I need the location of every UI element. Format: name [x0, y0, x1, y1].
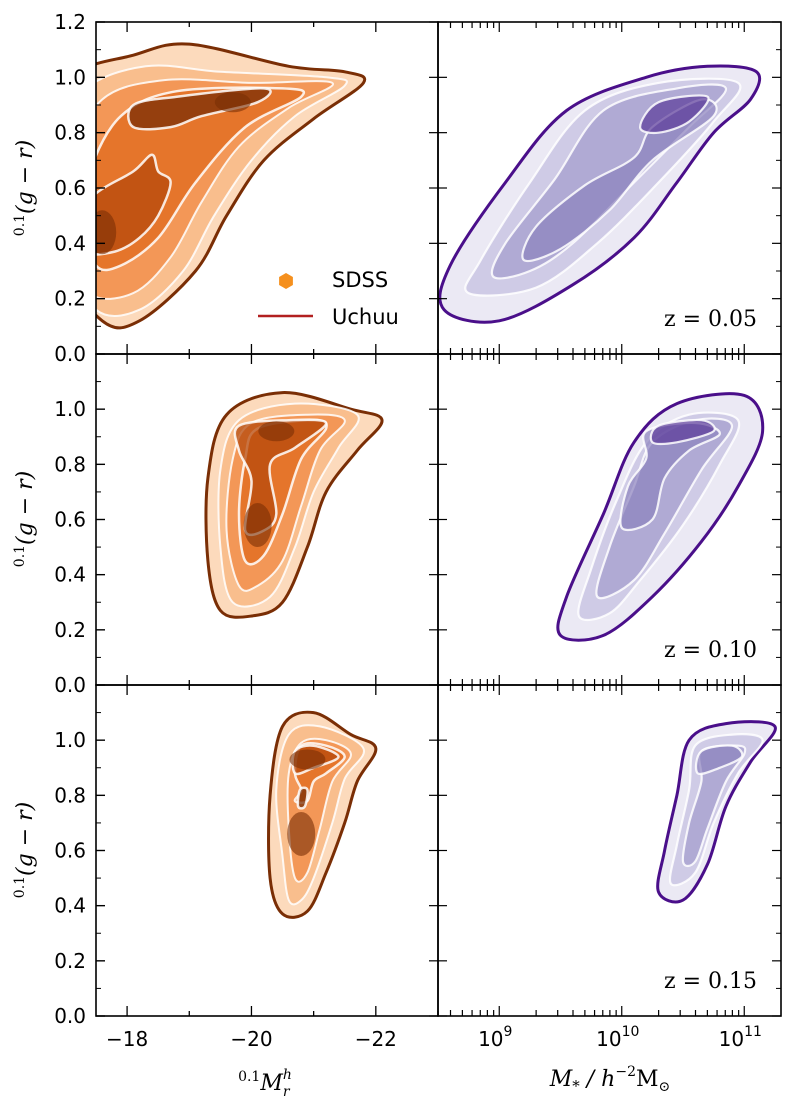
- legend-sdss-marker: [279, 273, 293, 289]
- ytick-label-row3-4: 0.8: [54, 783, 86, 807]
- panel-left-row2: [204, 391, 384, 619]
- ytick-label-row3-1: 0.2: [54, 949, 86, 973]
- ytick-label-row1-3: 0.6: [54, 176, 86, 200]
- xlabel-right-sub: *: [572, 1077, 580, 1095]
- xtick-label-right-base-2: 10: [719, 1027, 744, 1051]
- panel-right-row2: [556, 392, 765, 642]
- xlabel-right-m: M: [549, 1067, 573, 1092]
- ytick-label-row1-2: 0.4: [54, 231, 86, 255]
- ytick-label-row1-1: 0.2: [54, 287, 86, 311]
- legend-sdss-label: SDSS: [332, 268, 388, 292]
- xlabel-right-unit-sub: ⊙: [659, 1079, 671, 1095]
- panel-left-row1: [96, 42, 367, 330]
- ylabel-row2-prefix: 0.1: [12, 545, 28, 567]
- ylabel-row3-body: (g − r): [13, 802, 38, 876]
- ylabel-row3-prefix: 0.1: [12, 876, 28, 898]
- ytick-label-row3-3: 0.6: [54, 839, 86, 863]
- ytick-label-row1-5: 1.0: [54, 65, 86, 89]
- xtick-label-right-1: 1010: [596, 1024, 639, 1051]
- density-peak-left-row1-red-sequence: [214, 92, 251, 113]
- ytick-label-row1-4: 0.8: [54, 121, 86, 145]
- xtick-label-right-base-1: 10: [596, 1027, 621, 1051]
- ylabel-row3: 0.1(g − r): [12, 802, 38, 898]
- xtick-label-right-0: 109: [478, 1024, 512, 1051]
- redshift-label-row2: z = 0.10: [664, 638, 757, 663]
- sdss-density-contour-right-row3-level4: [694, 744, 744, 776]
- xlabel-left-prefix: 0.1: [238, 1069, 260, 1085]
- density-peak-left-row2-red-sequence: [258, 421, 295, 442]
- ytick-label-row3-2: 0.4: [54, 894, 86, 918]
- xlabel-right-unit: M: [636, 1067, 659, 1092]
- ytick-label-row1-6: 1.2: [54, 10, 86, 34]
- density-peak-left-row2-blue-cloud: [243, 503, 272, 548]
- ylabel-row1-prefix: 0.1: [12, 214, 28, 236]
- xlabel-left: 0.1Mh r: [238, 1067, 292, 1100]
- ylabel-row1: 0.1(g − r): [12, 140, 38, 236]
- svg-text:0.1(g − r): 0.1(g − r): [12, 471, 38, 567]
- ytick-label-row3-0: 0.0: [54, 1004, 86, 1028]
- panel-left-row3: [267, 710, 378, 919]
- ytick-label-row3-5: 1.0: [54, 728, 86, 752]
- sdss-density-contour-left-row3-level6: [296, 786, 309, 810]
- ytick-label-row2-1: 0.2: [54, 618, 86, 642]
- xlabel-right: M* / h−2M⊙: [549, 1064, 671, 1095]
- ytick-label-row2-2: 0.4: [54, 563, 86, 587]
- ytick-label-row2-4: 0.8: [54, 452, 86, 476]
- xlabel-left-sub: r: [283, 1084, 291, 1100]
- xtick-label-right-2: 1011: [719, 1024, 762, 1051]
- xtick-label-left-0: −18: [106, 1027, 148, 1051]
- ytick-label-row2-5: 1.0: [54, 397, 86, 421]
- density-peak-left-row3-red-sequence: [289, 749, 326, 770]
- frame-left-row3: [95, 684, 439, 1017]
- axes-layer: 0.0 0.0 0.0 0.2 0.2 0.2 0.4 0.4 0.4 0.6 0.6 0.6 0.8 0…: [54, 10, 782, 1051]
- ylabel-row2-body: (g − r): [13, 471, 38, 545]
- xtick-label-right-exp-0: 9: [504, 1024, 513, 1040]
- ytick-label-row2-3: 0.6: [54, 508, 86, 532]
- panel-right-row3: [656, 720, 777, 904]
- xlabel-left-body: M: [259, 1071, 283, 1096]
- redshift-label-row3: z = 0.15: [664, 969, 757, 994]
- xlabel-left-sup: h: [283, 1067, 292, 1083]
- xlabel-right-exp: −2: [615, 1064, 636, 1080]
- svg-text:0.1(g − r): 0.1(g − r): [12, 140, 38, 236]
- xtick-label-left-2: −22: [355, 1027, 397, 1051]
- legend-uchuu-label: Uchuu: [332, 305, 399, 329]
- sdss-density-contour-right-row1-level5: [638, 94, 710, 135]
- xtick-label-right-exp-2: 11: [744, 1024, 762, 1040]
- ylabel-row2: 0.1(g − r): [12, 471, 38, 567]
- ylabel-row1-body: (g − r): [13, 140, 38, 214]
- xtick-label-right-exp-1: 10: [622, 1024, 640, 1040]
- xtick-label-right-base-0: 10: [478, 1027, 503, 1051]
- legend: SDSS Uchuu: [258, 268, 399, 329]
- density-peak-left-row3-blue-cloud: [287, 811, 316, 856]
- panel-right-row1: [438, 64, 762, 324]
- sdss-density-contour-right-row3-level3: [681, 744, 747, 868]
- ytick-label-row2-0: 0.0: [54, 673, 86, 697]
- redshift-label-row1: z = 0.05: [664, 307, 757, 332]
- xtick-label-left-1: −20: [230, 1027, 272, 1051]
- sdss-density-contour-right-row2-level5: [649, 418, 716, 446]
- svg-text:0.1(g − r): 0.1(g − r): [12, 802, 38, 898]
- xlabel-right-rest: / h: [580, 1067, 616, 1092]
- ytick-label-row1-0: 0.0: [54, 342, 86, 366]
- density-peak-left-row1-blue-cloud: [96, 210, 117, 255]
